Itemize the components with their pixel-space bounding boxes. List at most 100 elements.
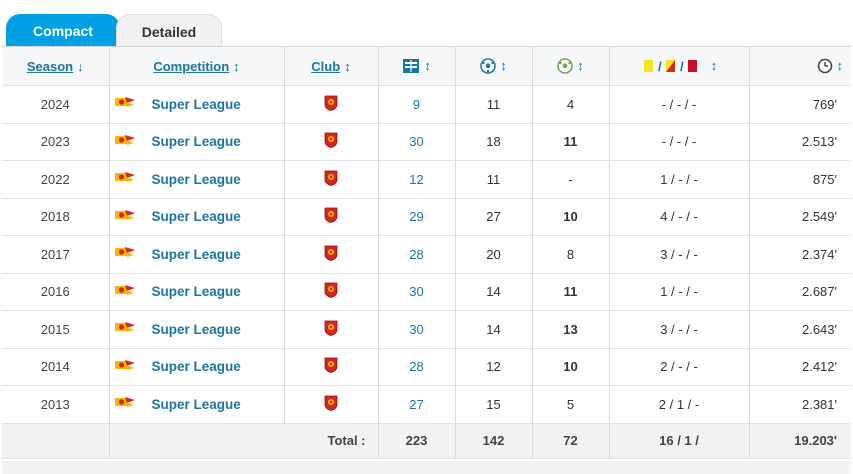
competition-link[interactable]: Super League bbox=[151, 396, 241, 412]
header-assists[interactable]: ↕ bbox=[532, 47, 610, 86]
competition-link[interactable]: Super League bbox=[151, 209, 241, 225]
sort-icon: ↕ bbox=[344, 58, 351, 74]
club-crest-icon[interactable] bbox=[324, 282, 338, 299]
total-empty-cell bbox=[2, 423, 110, 459]
minutes-cell: 2.687' bbox=[749, 273, 851, 311]
appearances-link[interactable]: 30 bbox=[378, 310, 456, 349]
competition-logo-icon bbox=[114, 209, 135, 220]
tab-detailed[interactable]: Detailed bbox=[116, 14, 222, 46]
header-season[interactable]: Season ↓ bbox=[2, 47, 110, 86]
club-crest-icon[interactable] bbox=[324, 170, 338, 186]
header-minutes[interactable]: ↕ bbox=[749, 47, 851, 86]
competition-link[interactable]: Super League bbox=[151, 321, 241, 337]
total-minutes: 19.203' bbox=[749, 423, 851, 459]
tab-compact[interactable]: Compact bbox=[6, 14, 120, 46]
total-goals: 142 bbox=[455, 423, 533, 459]
sort-season-link[interactable]: Season bbox=[26, 58, 74, 74]
cards-icon: / / bbox=[643, 59, 697, 74]
competition-link[interactable]: Super League bbox=[151, 134, 241, 150]
club-cell bbox=[284, 310, 379, 349]
appearances-link[interactable]: 29 bbox=[378, 198, 456, 236]
svg-text:/: / bbox=[680, 59, 684, 74]
minutes-cell: 875' bbox=[749, 160, 851, 199]
appearances-link[interactable]: 28 bbox=[378, 235, 456, 274]
season-cell: 2016 bbox=[2, 273, 110, 311]
goals-cell: 14 bbox=[455, 310, 533, 349]
total-appearances: 223 bbox=[378, 423, 456, 459]
competition-cell: Super League bbox=[109, 348, 285, 386]
club-cell bbox=[284, 348, 379, 386]
minutes-cell: 2.643' bbox=[749, 310, 851, 349]
club-cell bbox=[284, 385, 379, 424]
minutes-cell: 2.513' bbox=[749, 123, 851, 161]
minutes-cell: 2.381' bbox=[749, 385, 851, 424]
assists-cell: 8 bbox=[532, 235, 610, 274]
season-cell: 2015 bbox=[2, 310, 110, 349]
sort-icon: ↕ bbox=[424, 57, 431, 73]
sort-competition-link[interactable]: Competition bbox=[153, 58, 230, 74]
competition-logo-icon bbox=[114, 359, 135, 370]
competition-cell: Super League bbox=[109, 160, 285, 199]
header-row: Season ↓ Competition ↕ Club ↕ ↕ bbox=[2, 47, 851, 86]
header-competition[interactable]: Competition ↕ bbox=[109, 47, 285, 86]
club-crest-icon[interactable] bbox=[324, 320, 338, 336]
sort-icon: ↕ bbox=[577, 57, 584, 73]
club-crest-icon[interactable] bbox=[324, 207, 338, 224]
assists-cell: 11 bbox=[532, 273, 610, 311]
club-crest-icon[interactable] bbox=[324, 357, 338, 374]
club-crest-icon[interactable] bbox=[324, 395, 338, 411]
season-cell: 2022 bbox=[2, 160, 110, 199]
competition-link[interactable]: Super League bbox=[151, 359, 241, 375]
sort-club-link[interactable]: Club bbox=[311, 58, 341, 74]
competition-cell: Super League bbox=[109, 385, 285, 424]
svg-text:/: / bbox=[658, 59, 662, 74]
header-appearances[interactable]: ↕ bbox=[378, 47, 456, 86]
total-label: Total : bbox=[109, 423, 379, 459]
competition-link[interactable]: Super League bbox=[151, 171, 241, 187]
club-cell bbox=[284, 235, 379, 274]
season-cell: 2024 bbox=[2, 85, 110, 124]
sort-icon: ↕ bbox=[500, 57, 507, 73]
assists-cell: 4 bbox=[532, 85, 610, 124]
club-crest-icon[interactable] bbox=[324, 95, 338, 111]
table-row: 2013 Super League 27 15 5 2 / 1 / - 2.38… bbox=[2, 385, 851, 424]
appearances-link[interactable]: 28 bbox=[378, 348, 456, 386]
header-club[interactable]: Club ↕ bbox=[284, 47, 379, 86]
competition-logo-icon bbox=[114, 284, 135, 295]
stats-table: Season ↓ Competition ↕ Club ↕ ↕ bbox=[2, 46, 851, 459]
appearances-link[interactable]: 9 bbox=[378, 85, 456, 124]
competition-cell: Super League bbox=[109, 198, 285, 236]
assists-icon bbox=[557, 58, 573, 75]
table-row: 2018 Super League 29 27 10 4 / - / - 2.5… bbox=[2, 198, 851, 236]
sort-icon: ↕ bbox=[710, 57, 718, 73]
club-crest-icon[interactable] bbox=[324, 245, 338, 261]
minutes-cell: 769' bbox=[749, 85, 851, 124]
cards-cell: - / - / - bbox=[609, 123, 750, 161]
season-cell: 2013 bbox=[2, 385, 110, 424]
header-cards[interactable]: / / ↕ bbox=[609, 47, 750, 86]
assists-cell: 10 bbox=[532, 348, 610, 386]
appearances-link[interactable]: 27 bbox=[378, 385, 456, 424]
appearances-link[interactable]: 30 bbox=[378, 273, 456, 311]
competition-cell: Super League bbox=[109, 235, 285, 274]
competition-link[interactable]: Super League bbox=[151, 284, 241, 300]
appearances-link[interactable]: 12 bbox=[378, 160, 456, 199]
header-goals[interactable]: ↕ bbox=[455, 47, 533, 86]
season-cell: 2018 bbox=[2, 198, 110, 236]
cards-cell: 4 / - / - bbox=[609, 198, 750, 236]
club-cell bbox=[284, 85, 379, 124]
goals-cell: 14 bbox=[455, 273, 533, 311]
season-cell: 2017 bbox=[2, 235, 110, 274]
goals-icon bbox=[480, 58, 496, 75]
club-cell bbox=[284, 123, 379, 161]
competition-link[interactable]: Super League bbox=[151, 96, 241, 112]
club-cell bbox=[284, 198, 379, 236]
appearances-icon bbox=[403, 59, 420, 74]
club-crest-icon[interactable] bbox=[324, 132, 338, 149]
appearances-link[interactable]: 30 bbox=[378, 123, 456, 161]
competition-link[interactable]: Super League bbox=[151, 246, 241, 262]
assists-cell: - bbox=[532, 160, 610, 199]
competition-logo-icon bbox=[114, 397, 135, 407]
table-row: 2016 Super League 30 14 11 1 / - / - 2.6… bbox=[2, 273, 851, 311]
assists-cell: 13 bbox=[532, 310, 610, 349]
